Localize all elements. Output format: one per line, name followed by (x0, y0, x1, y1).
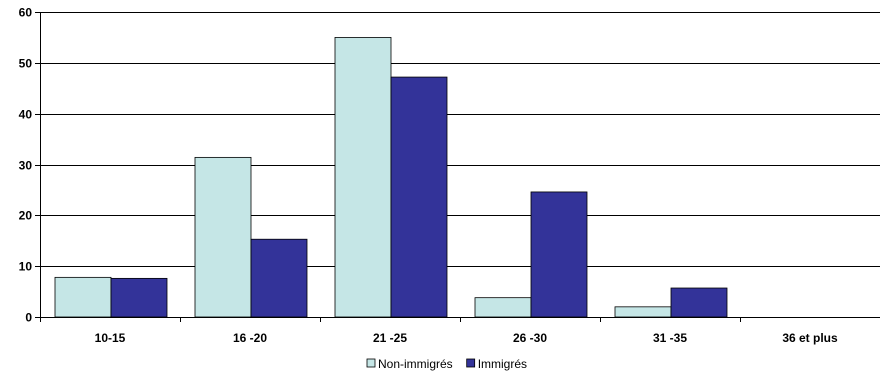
y-tick-label: 20 (19, 209, 33, 223)
legend-swatch-immigres (466, 358, 476, 368)
bar-non-immigres-3 (474, 297, 532, 318)
bar-immigres-4 (670, 287, 728, 318)
bar-non-immigres-0 (54, 276, 112, 318)
bar-immigres-0 (110, 277, 168, 318)
gridlines (40, 12, 880, 267)
legend-swatch-non-immigres (366, 358, 376, 368)
y-tick-label: 30 (19, 159, 33, 173)
bar-non-immigres-1 (194, 156, 252, 318)
bar-non-immigres-2 (334, 37, 392, 318)
x-tick-label: 31 -35 (653, 331, 687, 345)
bars (54, 37, 728, 318)
legend-label-immigres: Immigrés (478, 357, 527, 371)
x-tick-label: 36 et plus (782, 331, 838, 345)
y-tick-label: 60 (19, 6, 33, 20)
x-tick-label: 21 -25 (373, 331, 407, 345)
legend-label-non-immigres: Non-immigrés (378, 357, 453, 371)
bar-non-immigres-4 (614, 306, 672, 318)
y-tick-label: 40 (19, 108, 33, 122)
legend: Non-immigrés Immigrés (366, 357, 527, 371)
y-tick-label: 50 (19, 57, 33, 71)
x-tick-label: 10-15 (95, 331, 126, 345)
bar-immigres-3 (530, 191, 588, 318)
y-tick-label: 0 (25, 311, 32, 325)
y-axis-ticks: 0 10 20 30 40 50 60 (19, 6, 40, 325)
axes (40, 12, 880, 318)
y-tick-label: 10 (19, 260, 33, 274)
bar-immigres-2 (390, 76, 448, 318)
x-tick-label: 16 -20 (233, 331, 267, 345)
x-axis-ticks: 10-15 16 -20 21 -25 26 -30 31 -35 36 et plus (40, 317, 838, 345)
bar-immigres-1 (250, 238, 308, 318)
x-tick-label: 26 -30 (513, 331, 547, 345)
